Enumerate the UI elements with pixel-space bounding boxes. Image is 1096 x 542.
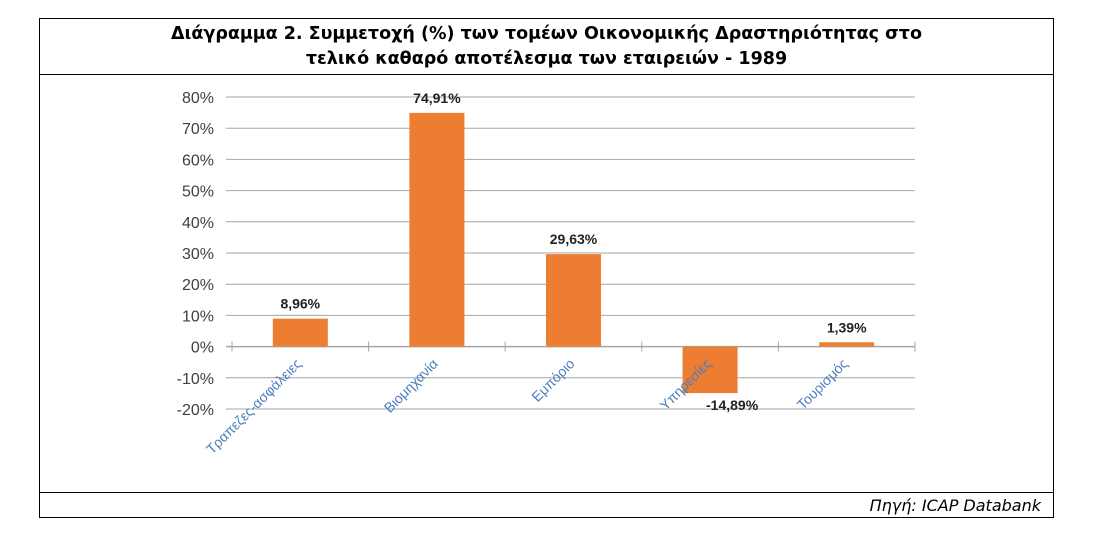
y-tick-label: 0% [191, 340, 214, 357]
y-tick-label: 80% [182, 90, 214, 107]
bar [272, 318, 328, 347]
title-line-2: τελικό καθαρό αποτέλεσμα των εταιρειών -… [305, 49, 788, 69]
y-tick-label: -10% [177, 371, 214, 388]
y-tick-label: 10% [182, 308, 214, 325]
category-label: Εμπόριο [528, 355, 577, 404]
bar [819, 342, 875, 347]
y-tick-label: 50% [182, 184, 214, 201]
y-tick-label: -20% [177, 402, 214, 419]
y-tick-label: 40% [182, 215, 214, 232]
category-label: Τραπεζες-ασφάλειες [203, 355, 305, 457]
y-tick-label: 30% [182, 246, 214, 263]
bar [682, 346, 738, 394]
chart-title: Διάγραμμα 2. Συμμετοχή (%) των τομέων Οι… [40, 19, 1053, 75]
category-label: Τουρισμός [794, 355, 851, 412]
category-label: Βιομηχανία [381, 355, 441, 415]
data-label: 74,91% [413, 90, 461, 106]
y-tick-label: 70% [182, 121, 214, 138]
title-line-1: Διάγραμμα 2. Συμμετοχή (%) των τομέων Οι… [171, 24, 922, 44]
data-label: -14,89% [706, 397, 759, 413]
data-label: 1,39% [827, 319, 867, 335]
data-label: 29,63% [550, 231, 598, 247]
data-label: 8,96% [280, 296, 320, 312]
source-note: Πηγή: ICAP Databank [40, 492, 1053, 518]
y-tick-label: 20% [182, 277, 214, 294]
y-tick-label: 60% [182, 152, 214, 169]
bar [546, 254, 601, 347]
bar [409, 112, 465, 347]
figure-frame: Διάγραμμα 2. Συμμετοχή (%) των τομέων Οι… [39, 18, 1054, 518]
